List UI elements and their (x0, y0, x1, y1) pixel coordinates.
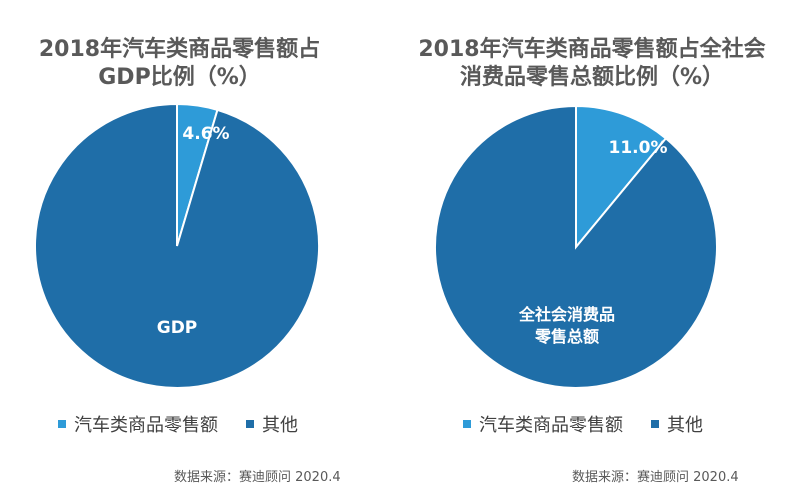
pie-slice-other (434, 104, 718, 389)
legend-swatch-auto (463, 420, 471, 428)
source-note: 数据来源：赛迪顾问 2020.4 (174, 470, 341, 485)
slice-center-label: GDP (157, 318, 198, 338)
pie-chart: 4.6% GDP (34, 102, 320, 389)
chart-right: 2018年汽车类商品零售额占全社会 消费品零售总额比例（%） 11.0% 全社会消… (395, 0, 789, 504)
title-line-2: 消费品零售总额比例（%） (459, 65, 725, 90)
legend-swatch-other (246, 420, 254, 428)
title-line-2: GDP比例（%） (98, 65, 261, 90)
source-note: 数据来源：赛迪顾问 2020.4 (572, 470, 739, 485)
legend-label-other: 其他 (262, 415, 298, 436)
chart-left: 2018年汽车类商品零售额占 GDP比例（%） 4.6% GDP 汽车类商品零售额… (0, 36, 377, 485)
title-line-1: 2018年汽车类商品零售额占全社会 (418, 37, 766, 62)
chart-title: 2018年汽车类商品零售额占全社会 消费品零售总额比例（%） (395, 36, 789, 92)
legend-swatch-auto (58, 420, 66, 428)
legend-label-auto: 汽车类商品零售额 (479, 415, 623, 436)
legend-item-auto: 汽车类商品零售额 (58, 411, 218, 437)
legend: 汽车类商品零售额 其他 (58, 411, 326, 437)
legend-label-other: 其他 (667, 415, 703, 436)
legend-item-other: 其他 (246, 411, 298, 437)
legend-item-auto: 汽车类商品零售额 (463, 411, 623, 437)
slice-value-label: 4.6% (182, 124, 229, 144)
slice-center-label: 全社会消费品 (518, 305, 615, 324)
legend-label-auto: 汽车类商品零售额 (74, 415, 218, 436)
pie-slice-other (34, 102, 320, 389)
slice-value-label: 11.0% (609, 138, 668, 158)
legend: 汽车类商品零售额 其他 (463, 411, 731, 437)
title-line-1: 2018年汽车类商品零售额占 (38, 37, 321, 62)
pie-slice-auto (575, 104, 668, 250)
chart-title: 2018年汽车类商品零售额占 GDP比例（%） (0, 36, 377, 92)
legend-swatch-other (651, 420, 659, 428)
slice-center-label: 零售总额 (534, 327, 599, 346)
legend-item-other: 其他 (651, 411, 703, 437)
